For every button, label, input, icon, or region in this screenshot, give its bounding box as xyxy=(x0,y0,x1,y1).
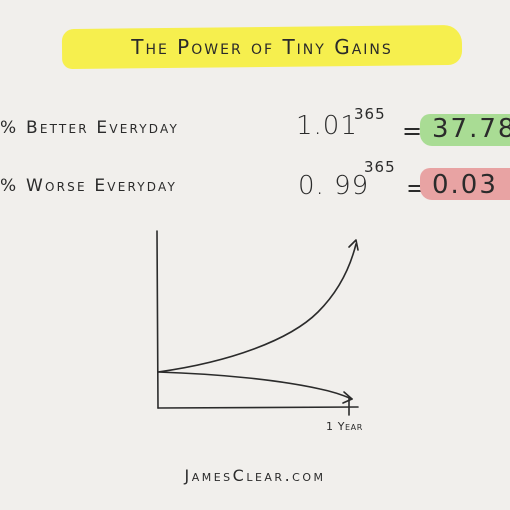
worse-result-highlight xyxy=(420,168,510,200)
worse-exponent: 365 xyxy=(364,158,396,176)
worse-base: 0. 99 xyxy=(298,171,370,201)
better-result-highlight xyxy=(420,114,510,146)
decline-curve xyxy=(157,371,353,400)
x-tick-label: 1 Year xyxy=(326,420,363,433)
x-axis xyxy=(157,406,359,409)
worse-row-label: % Worse Everyday xyxy=(0,176,178,196)
footer-site: JamesClear.com xyxy=(184,466,326,485)
better-equals: = xyxy=(402,117,423,145)
y-axis xyxy=(156,230,159,409)
better-row-label: % Better Everyday xyxy=(0,118,180,138)
better-base: 1.01 xyxy=(296,111,358,141)
better-exponent: 365 xyxy=(354,105,386,123)
page-title: The Power of Tiny Gains xyxy=(131,35,393,59)
worse-result: 0.03 xyxy=(432,170,498,200)
growth-arrowhead xyxy=(348,239,359,251)
better-result: 37.78 xyxy=(432,114,510,144)
decline-arrowhead xyxy=(342,391,353,404)
growth-curve xyxy=(157,243,357,373)
